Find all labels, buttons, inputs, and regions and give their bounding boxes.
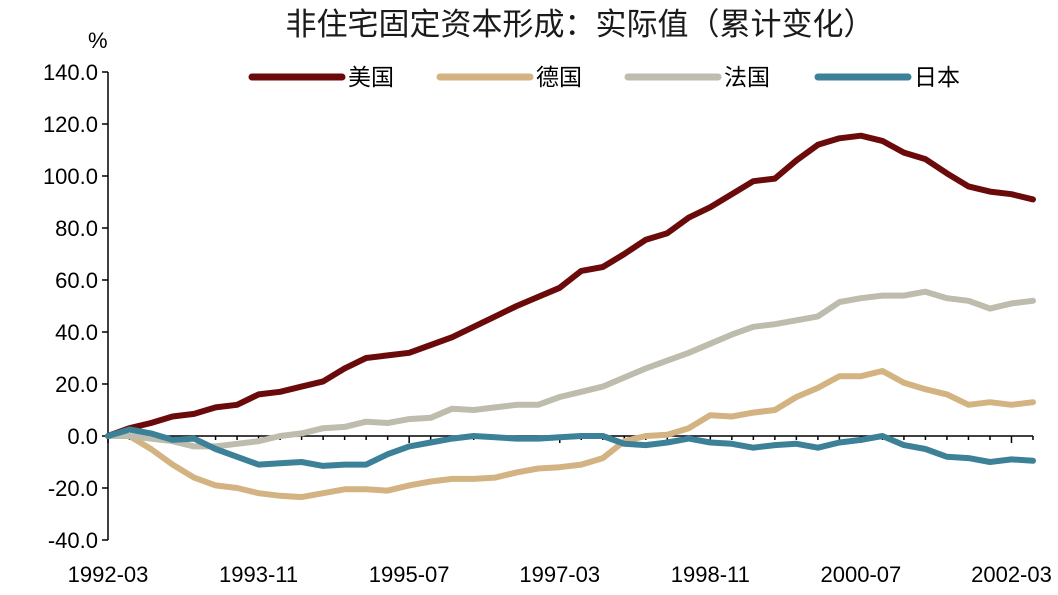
- series-line: [105, 132, 1036, 439]
- y-tick-label: 0.0: [67, 424, 98, 449]
- legend-label: 日本: [914, 65, 960, 91]
- x-tick-label: 1998-11: [671, 562, 750, 587]
- y-tick-label: 80.0: [55, 216, 98, 241]
- y-tick-label: -20.0: [48, 476, 98, 501]
- series-line: [105, 288, 1036, 450]
- chart-title: 非住宅固定资本形成：实际值（累计变化）: [286, 7, 875, 43]
- legend-label: 美国: [348, 65, 394, 91]
- y-tick-label: 120.0: [43, 112, 98, 137]
- x-tick-label: 2002-03: [971, 562, 1052, 587]
- x-tick-label: 1995-07: [369, 562, 450, 587]
- x-tick-label: 2000-07: [821, 562, 902, 587]
- x-tick-label: 1992-03: [68, 562, 149, 587]
- series-line: [105, 368, 1036, 501]
- y-tick-label: 140.0: [43, 60, 98, 85]
- x-tick-label: 1993-11: [219, 562, 298, 587]
- y-tick-label: 100.0: [43, 164, 98, 189]
- legend-label: 德国: [536, 65, 582, 91]
- x-axis: 1992-03 1993-11 1995-07 1997-03 1998-11 2000-…: [68, 435, 1052, 587]
- plot-lines: [105, 132, 1036, 501]
- y-axis-unit: %: [88, 28, 108, 53]
- y-tick-label: 60.0: [55, 268, 98, 293]
- y-tick-label: -40.0: [48, 528, 98, 553]
- y-tick-label: 40.0: [55, 320, 98, 345]
- y-axis: -40.0 -20.0 0.0 20.0 40.0 60.0 80.0 100.0 120.0 1…: [43, 60, 109, 553]
- series-line: [105, 426, 1036, 469]
- legend: 美国 德国 法国 日本: [248, 65, 960, 91]
- x-tick-label: 1997-03: [519, 562, 600, 587]
- legend-label: 法国: [724, 65, 770, 91]
- y-tick-label: 20.0: [55, 372, 98, 397]
